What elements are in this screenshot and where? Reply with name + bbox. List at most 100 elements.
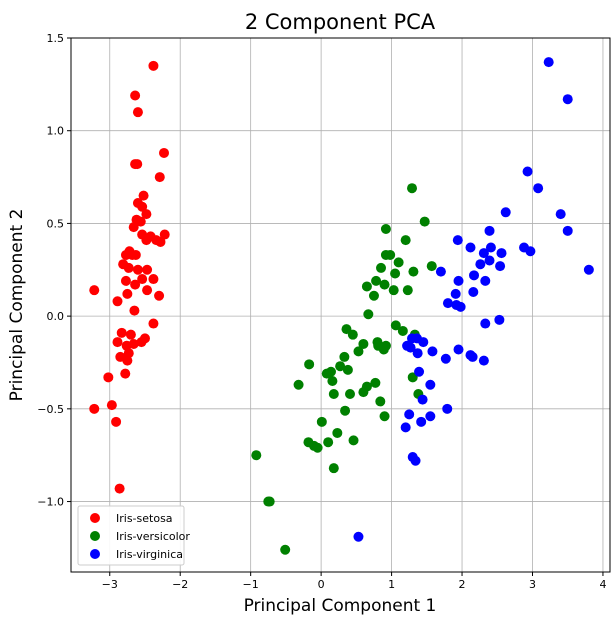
point-iris-virginica bbox=[412, 348, 423, 359]
y-tick-label: 0.0 bbox=[47, 310, 65, 323]
point-iris-versicolor bbox=[370, 377, 381, 388]
point-iris-setosa bbox=[120, 275, 131, 286]
point-iris-setosa bbox=[141, 209, 152, 220]
point-iris-versicolor bbox=[400, 235, 411, 246]
legend-marker-versicolor bbox=[90, 531, 100, 541]
point-iris-setosa bbox=[132, 107, 143, 118]
point-iris-setosa bbox=[129, 305, 140, 316]
point-iris-virginica bbox=[452, 235, 463, 246]
point-iris-versicolor bbox=[371, 275, 382, 286]
y-tick-label: 1.0 bbox=[47, 125, 65, 138]
point-iris-virginica bbox=[562, 94, 573, 105]
point-iris-virginica bbox=[353, 531, 364, 542]
point-iris-setosa bbox=[130, 90, 141, 101]
point-iris-virginica bbox=[469, 270, 480, 281]
point-iris-virginica bbox=[562, 225, 573, 236]
point-iris-virginica bbox=[453, 344, 464, 355]
point-iris-versicolor bbox=[419, 216, 430, 227]
point-iris-virginica bbox=[484, 255, 495, 266]
point-iris-virginica bbox=[480, 318, 491, 329]
point-iris-versicolor bbox=[379, 411, 390, 422]
plot-frame bbox=[70, 37, 611, 573]
axis-ticks: −3 −2 −1 0 1 2 3 4 −1.0 −0.5 0.0 0.5 1.0 1.5 bbox=[37, 32, 606, 591]
point-iris-versicolor bbox=[332, 427, 343, 438]
point-iris-setosa bbox=[125, 329, 136, 340]
point-iris-virginica bbox=[404, 409, 415, 420]
y-axis-title: Principal Component 2 bbox=[7, 209, 27, 402]
point-iris-setosa bbox=[155, 236, 166, 247]
legend-label-versicolor: Iris-versicolor bbox=[116, 530, 190, 543]
point-iris-versicolor bbox=[348, 435, 359, 446]
point-iris-virginica bbox=[522, 166, 533, 177]
point-iris-virginica bbox=[583, 264, 594, 275]
point-iris-setosa bbox=[132, 159, 143, 170]
point-iris-versicolor bbox=[358, 387, 369, 398]
point-iris-setosa bbox=[137, 201, 148, 212]
point-iris-versicolor bbox=[426, 261, 437, 272]
x-axis-title: Principal Component 1 bbox=[244, 596, 437, 616]
point-iris-setosa bbox=[114, 483, 125, 494]
x-tick-label: −1 bbox=[243, 578, 259, 591]
x-tick-label: 3 bbox=[529, 578, 536, 591]
point-iris-setosa bbox=[123, 262, 134, 273]
point-iris-setosa bbox=[138, 190, 149, 201]
point-iris-virginica bbox=[533, 183, 544, 194]
point-iris-setosa bbox=[112, 337, 123, 348]
point-iris-virginica bbox=[543, 57, 554, 68]
point-iris-versicolor bbox=[264, 496, 275, 507]
watermark-text: CSDN @studying_mmr bbox=[455, 599, 603, 614]
point-iris-virginica bbox=[468, 287, 479, 298]
point-iris-versicolor bbox=[312, 442, 323, 453]
point-iris-versicolor bbox=[345, 389, 356, 399]
point-iris-versicolor bbox=[402, 285, 413, 296]
point-iris-virginica bbox=[494, 314, 505, 325]
point-iris-virginica bbox=[467, 351, 478, 362]
point-iris-virginica bbox=[425, 411, 436, 422]
point-iris-versicolor bbox=[321, 368, 332, 379]
point-iris-setosa bbox=[130, 279, 141, 290]
point-iris-setosa bbox=[89, 403, 100, 414]
point-iris-setosa bbox=[154, 172, 165, 183]
point-iris-setosa bbox=[142, 264, 153, 275]
point-iris-setosa bbox=[154, 290, 165, 301]
chart-title: 2 Component PCA bbox=[245, 10, 436, 34]
x-tick-label: 0 bbox=[318, 578, 325, 591]
point-iris-versicolor bbox=[358, 338, 369, 349]
point-iris-versicolor bbox=[376, 262, 387, 273]
x-tick-label: −3 bbox=[102, 578, 118, 591]
point-iris-versicolor bbox=[251, 450, 262, 461]
x-tick-label: 2 bbox=[459, 578, 466, 591]
point-iris-versicolor bbox=[388, 285, 399, 296]
point-iris-setosa bbox=[137, 274, 148, 285]
point-iris-virginica bbox=[418, 337, 429, 348]
point-iris-versicolor bbox=[390, 268, 401, 279]
point-iris-setosa bbox=[148, 60, 159, 71]
point-iris-setosa bbox=[106, 400, 117, 411]
point-iris-virginica bbox=[455, 301, 466, 312]
point-iris-virginica bbox=[484, 225, 495, 236]
point-iris-versicolor bbox=[368, 290, 379, 301]
point-iris-versicolor bbox=[361, 281, 372, 292]
point-iris-versicolor bbox=[378, 344, 389, 355]
point-iris-setosa bbox=[130, 249, 141, 260]
point-iris-setosa bbox=[123, 348, 134, 359]
point-iris-versicolor bbox=[340, 405, 351, 416]
point-iris-versicolor bbox=[397, 325, 408, 336]
point-iris-versicolor bbox=[408, 266, 419, 277]
point-iris-versicolor bbox=[323, 437, 334, 448]
point-iris-setosa bbox=[122, 355, 133, 366]
point-iris-virginica bbox=[427, 346, 438, 357]
point-iris-virginica bbox=[525, 246, 536, 257]
point-iris-virginica bbox=[442, 403, 453, 414]
point-iris-virginica bbox=[400, 422, 411, 433]
point-iris-virginica bbox=[480, 275, 491, 286]
point-iris-virginica bbox=[417, 394, 428, 405]
point-iris-setosa bbox=[142, 285, 153, 296]
point-iris-setosa bbox=[89, 285, 100, 296]
point-iris-versicolor bbox=[353, 346, 364, 357]
point-iris-virginica bbox=[425, 379, 436, 390]
point-iris-versicolor bbox=[407, 183, 418, 194]
point-iris-virginica bbox=[465, 242, 476, 253]
point-iris-virginica bbox=[450, 288, 461, 299]
x-tick-label: −2 bbox=[172, 578, 188, 591]
